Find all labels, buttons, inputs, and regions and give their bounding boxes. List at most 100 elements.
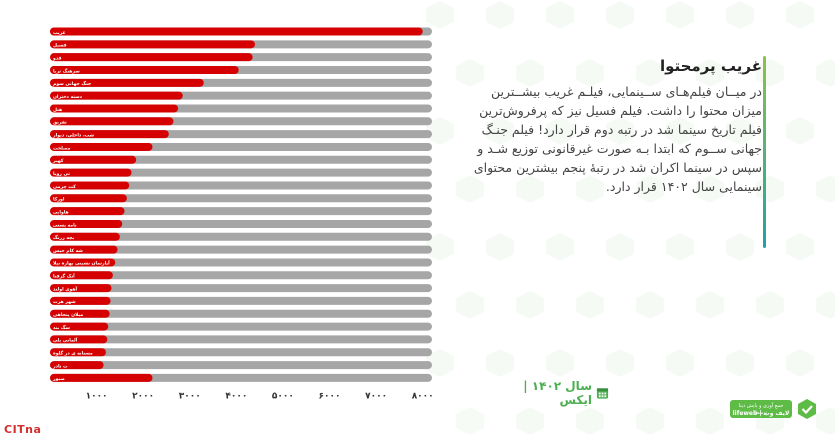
bar-track <box>50 232 432 241</box>
bar-label: جنگ جهانی سوم <box>53 81 91 87</box>
bar-label: میلان پنجاهی <box>53 313 83 318</box>
pattern-hexagon <box>816 291 835 319</box>
bar-track <box>50 181 432 190</box>
bar-label: قدو <box>52 56 62 61</box>
bar-track <box>50 245 432 254</box>
pattern-hexagon <box>486 233 514 261</box>
pattern-hexagon <box>486 1 514 29</box>
x-tick-label: ۲۰۰۰ <box>132 392 154 402</box>
bar <box>50 207 125 216</box>
pattern-hexagon <box>696 407 724 435</box>
bar-track <box>50 284 432 293</box>
pattern-hexagon <box>816 59 835 87</box>
pattern-hexagon <box>636 291 664 319</box>
description-paragraph: در میــان فیلم‌هـای ســینمایی، فیلـم غری… <box>473 84 762 194</box>
bar-label: صبور <box>52 377 65 382</box>
pattern-hexagon <box>426 349 454 377</box>
accent-bar <box>763 56 766 248</box>
bar <box>50 232 120 241</box>
bar <box>50 142 153 151</box>
pattern-hexagon <box>696 291 724 319</box>
bar-track <box>50 296 432 305</box>
pattern-hexagon <box>666 117 694 145</box>
bar-track <box>50 361 432 370</box>
pattern-hexagon <box>756 291 784 319</box>
heading: غریب پرمحتوا <box>659 57 762 75</box>
bar-label: آلمانی یلی <box>53 338 78 344</box>
bar-label: دسته دختران <box>53 95 83 100</box>
bar <box>50 348 106 357</box>
bar <box>50 194 127 203</box>
bar-track <box>50 155 432 164</box>
bar-label: غریب <box>53 31 66 36</box>
pattern-hexagon <box>606 1 634 29</box>
pattern-hexagon <box>636 59 664 87</box>
bar-label: اورکا <box>53 197 65 203</box>
pattern-hexagon <box>726 1 754 29</box>
bar <box>50 181 130 190</box>
pattern-hexagon <box>606 117 634 145</box>
pattern-hexagon <box>426 117 454 145</box>
bar-label: بچه زرنگ <box>53 235 74 241</box>
bar <box>50 155 137 164</box>
pattern-hexagon <box>546 117 574 145</box>
pattern-hexagon <box>696 59 724 87</box>
bar-track <box>50 309 432 318</box>
bar-label: فسیل <box>53 44 67 49</box>
pattern-hexagon <box>696 175 724 203</box>
bar-track <box>50 219 432 228</box>
citna-logo: CITna <box>4 423 42 436</box>
bar <box>50 130 169 139</box>
pattern-hexagon <box>516 291 544 319</box>
pattern-hexagon <box>486 117 514 145</box>
bar-label: مصلحت <box>53 146 71 151</box>
pattern-hexagon <box>726 117 754 145</box>
pattern-hexagon <box>786 349 814 377</box>
pattern-hexagon <box>786 117 814 145</box>
bar <box>50 219 123 228</box>
bar-label: سرهنگ ثریا <box>53 68 80 74</box>
bar-label: آهوی اولند <box>53 286 78 292</box>
bar <box>50 91 183 100</box>
calendar-icon <box>596 388 609 399</box>
bar-label: هتل <box>53 108 62 113</box>
bar-track <box>50 322 432 331</box>
bar-label: تی رویا <box>53 172 70 177</box>
pattern-hexagon <box>456 407 484 435</box>
bar-track <box>50 271 432 280</box>
bar-label: سگ بند <box>53 325 71 331</box>
x-tick-label: ۱۰۰۰ <box>86 392 108 402</box>
period-text: سال ۱۴۰۲ | ایکس <box>523 379 592 407</box>
bar-label: آتک گرفتا <box>53 273 75 280</box>
x-tick-label: ۷۰۰۰ <box>365 392 387 402</box>
bar <box>50 53 253 62</box>
pattern-hexagon <box>606 349 634 377</box>
bar <box>50 373 153 382</box>
bar <box>50 40 255 49</box>
pattern-hexagon <box>456 175 484 203</box>
shield-check-icon <box>798 399 816 419</box>
x-tick-label: ۴۰۰۰ <box>225 392 247 402</box>
pattern-hexagon <box>666 349 694 377</box>
text-block: غریب پرمحتوا در میــان فیلم‌هـای ســینما… <box>472 56 762 196</box>
pattern-hexagon <box>606 233 634 261</box>
pattern-hexagon <box>516 59 544 87</box>
bar-label: ت تادر <box>52 364 68 369</box>
bar <box>50 335 108 344</box>
pattern-hexagon <box>636 175 664 203</box>
pattern-hexagon <box>816 407 835 435</box>
pattern-hexagon <box>666 1 694 29</box>
x-tick-label: ۵۰۰۰ <box>272 392 294 402</box>
bar <box>50 361 104 370</box>
bar <box>50 27 423 36</box>
bar <box>50 258 116 267</box>
bar <box>50 245 118 254</box>
bar-track <box>50 207 432 216</box>
bar <box>50 78 204 87</box>
bar-label: شه کام حیس <box>53 248 83 254</box>
bar <box>50 296 111 305</box>
bar-label: مستانه ی در گلوه <box>53 350 93 357</box>
bar-label: تفریق <box>53 121 67 126</box>
pattern-hexagon <box>456 59 484 87</box>
